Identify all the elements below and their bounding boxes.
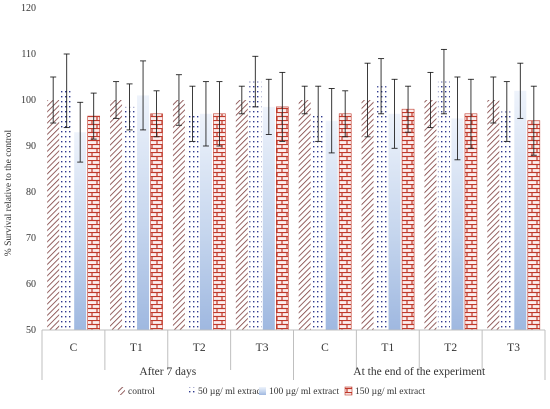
y-tick-label: 110 [21, 49, 36, 60]
legend-label: control [128, 387, 155, 397]
bar [74, 132, 87, 330]
bar [186, 113, 199, 330]
bar [298, 100, 311, 330]
bar [500, 111, 513, 330]
legend: control 50 µg/ ml extract 100 µg/ ml extra… [118, 386, 425, 397]
x-tick-label: T2 [193, 342, 206, 354]
bar [172, 100, 185, 330]
bar [60, 90, 73, 330]
bar [361, 100, 374, 330]
bar [375, 86, 388, 330]
bar [262, 106, 275, 331]
bar [451, 118, 464, 331]
x-tick-label: T2 [444, 342, 457, 354]
bar [199, 113, 212, 330]
error-bars-layer [50, 48, 537, 163]
bar [249, 81, 262, 330]
bar [150, 113, 163, 331]
legend-swatch [188, 387, 195, 395]
x-tick-label: T1 [381, 342, 394, 354]
bar [235, 100, 248, 330]
bar [123, 106, 136, 331]
y-axis-title: % Survival relative to the control [4, 129, 14, 256]
y-tick-label: 80 [26, 187, 36, 198]
y-tick-label: 60 [26, 279, 36, 290]
x-group-label: After 7 days [139, 366, 196, 378]
bar [110, 100, 123, 330]
bar [424, 100, 437, 330]
y-tick-label: 50 [26, 325, 36, 336]
legend-label: 50 µg/ ml extract [198, 387, 264, 397]
bar [47, 100, 60, 330]
x-tick-label: T3 [507, 342, 520, 354]
x-tick-label: T3 [256, 342, 269, 354]
bar [437, 81, 450, 330]
x-tick-label: T1 [130, 342, 143, 354]
bar [312, 113, 325, 330]
x-group-label: At the end of the experiment [353, 366, 486, 378]
x-axis-labels: C T1 T2 T3 C T1 T2 T3 After 7 days At the end of … [70, 342, 521, 378]
x-tick-label: C [321, 342, 329, 354]
legend-label: 100 µg/ ml extract [269, 387, 339, 397]
y-tick-label: 70 [26, 233, 36, 244]
legend-swatch [344, 386, 353, 396]
y-tick-label: 100 [21, 95, 36, 106]
bar [87, 115, 100, 331]
bar [401, 108, 415, 331]
bar [325, 120, 338, 330]
legend-swatch [118, 387, 125, 395]
bar [338, 113, 352, 331]
legend-label: 150 µg/ ml extract [355, 387, 425, 397]
bar [514, 90, 527, 330]
y-tick-label: 120 [21, 3, 36, 14]
x-tick-label: C [70, 342, 78, 354]
bars-layer [47, 81, 541, 331]
legend-swatch [259, 387, 266, 395]
bar [388, 113, 401, 330]
bar [137, 95, 150, 331]
y-axis-ticks: 50 60 70 80 90 100 110 120 [21, 3, 36, 336]
y-tick-label: 90 [26, 141, 36, 152]
x-axis-frame [41, 329, 546, 380]
bar [487, 100, 500, 330]
